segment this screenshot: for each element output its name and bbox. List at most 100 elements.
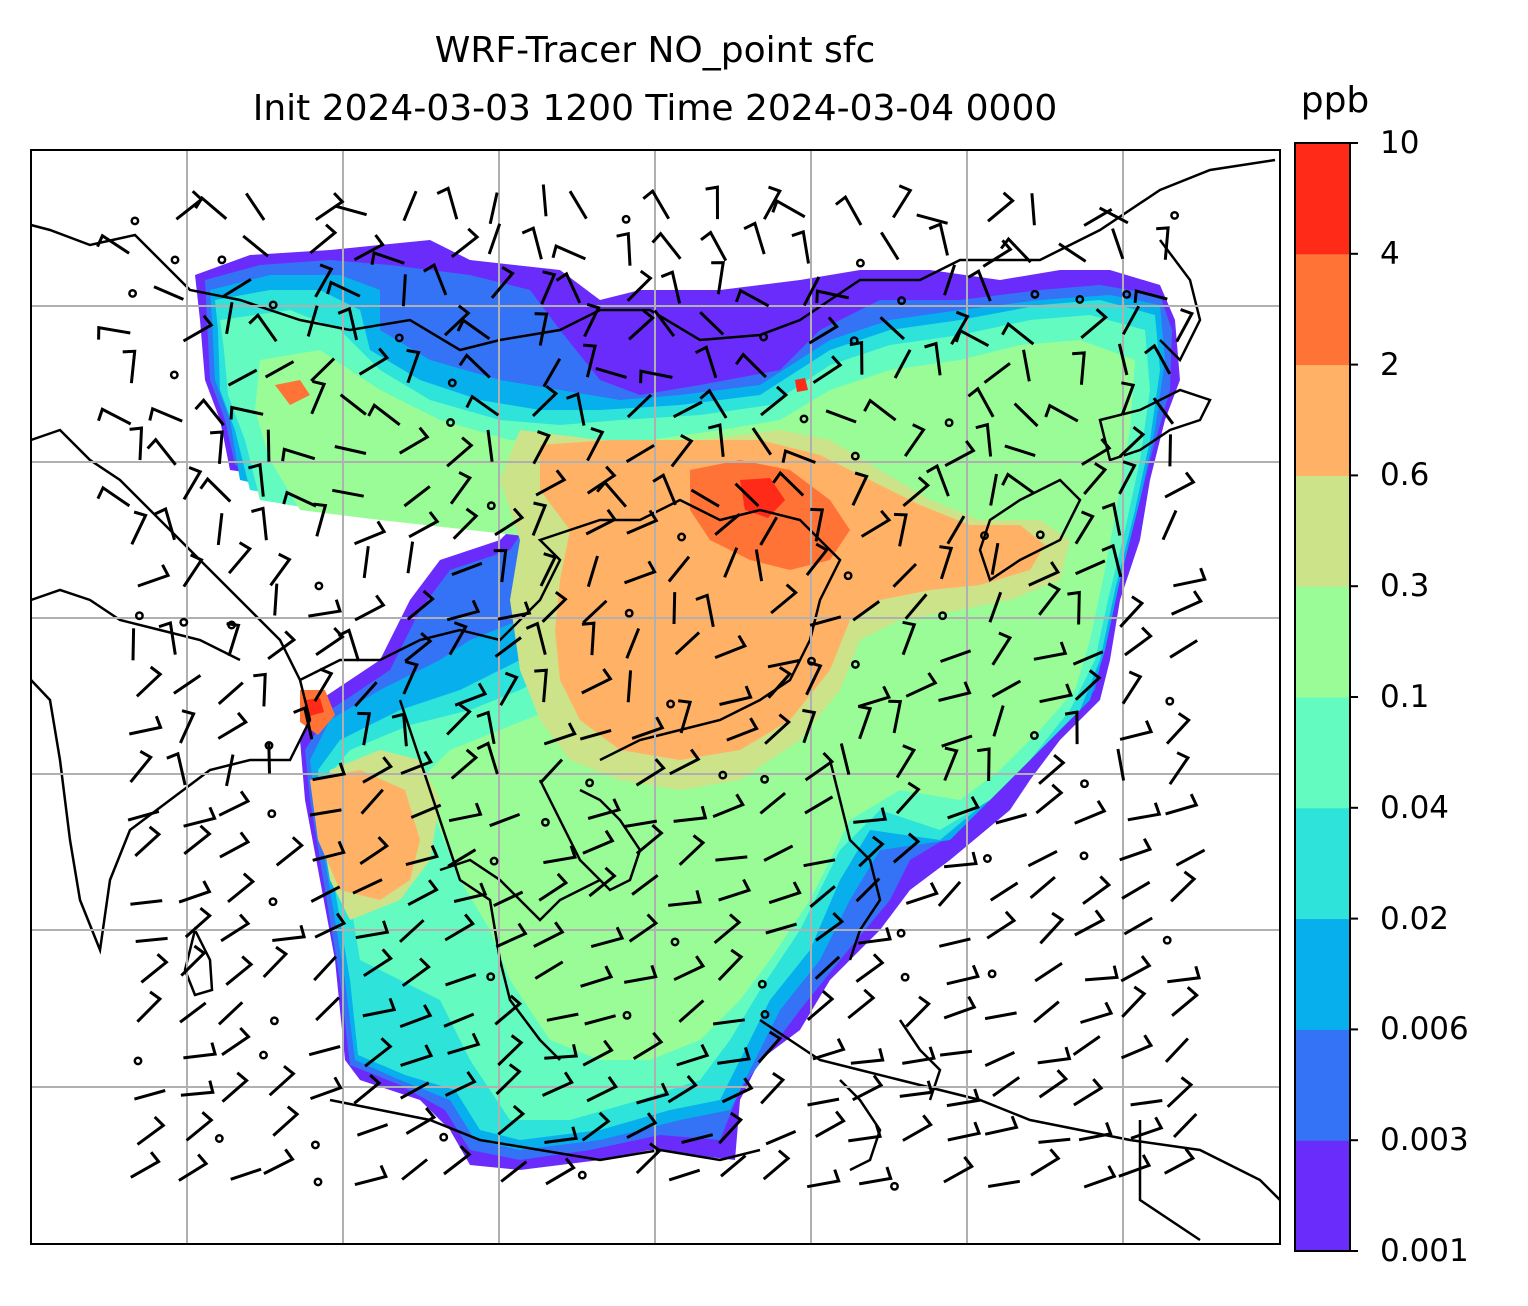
wind-barb bbox=[266, 429, 271, 462]
wind-barb bbox=[1072, 351, 1086, 385]
wind-barb bbox=[632, 1031, 664, 1060]
wind-barb bbox=[939, 545, 954, 580]
wind-barb bbox=[590, 926, 625, 949]
wind-barb bbox=[760, 1071, 786, 1105]
calm-wind-marker bbox=[944, 418, 954, 428]
wind-barb bbox=[539, 758, 564, 785]
wind-barb bbox=[989, 881, 1019, 902]
wind-barb bbox=[850, 1048, 885, 1065]
calm-wind-marker bbox=[179, 617, 189, 627]
wind-barb bbox=[565, 392, 586, 426]
wind-barb bbox=[992, 1076, 1021, 1098]
wind-barb bbox=[400, 750, 433, 775]
wind-barb bbox=[541, 1071, 574, 1097]
wind-barb bbox=[595, 366, 627, 379]
wind-barb bbox=[1037, 1046, 1072, 1065]
calm-wind-marker bbox=[900, 972, 910, 982]
wind-barb bbox=[406, 589, 435, 621]
wind-barb bbox=[1067, 590, 1081, 625]
wind-barb bbox=[489, 812, 521, 828]
wind-barb bbox=[539, 552, 558, 587]
chart-title-line2: Init 2024-03-03 1200 Time 2024-03-04 000… bbox=[252, 88, 1058, 129]
colorbar-segment bbox=[1295, 697, 1350, 809]
wind-barb bbox=[895, 781, 921, 815]
wind-barb bbox=[888, 699, 903, 734]
wind-barb bbox=[122, 349, 137, 384]
wind-barb bbox=[986, 910, 1017, 940]
wind-barb bbox=[568, 190, 588, 220]
wind-barb bbox=[802, 708, 817, 744]
colorbar-tick-label: 4 bbox=[1380, 235, 1400, 272]
wind-barb bbox=[227, 541, 253, 575]
colorbar-segment bbox=[1295, 143, 1350, 255]
wind-barb bbox=[717, 948, 744, 982]
wind-barb bbox=[306, 305, 319, 337]
wind-barb bbox=[148, 406, 183, 423]
wind-barb bbox=[847, 988, 876, 1020]
wind-barb bbox=[1044, 403, 1079, 423]
wind-barb bbox=[406, 348, 421, 384]
wind-barb bbox=[447, 848, 477, 868]
calm-wind-marker bbox=[310, 1140, 320, 1150]
wind-barb bbox=[1034, 962, 1063, 983]
calm-wind-marker bbox=[843, 571, 853, 581]
wind-barb bbox=[947, 795, 980, 820]
wind-barb bbox=[1084, 965, 1119, 982]
wind-barb bbox=[1143, 343, 1172, 375]
wind-barb bbox=[310, 885, 341, 903]
colorbar-tick-label: 0.1 bbox=[1380, 679, 1430, 715]
wind-barb bbox=[1120, 381, 1136, 416]
wind-barb bbox=[448, 621, 468, 656]
wind-barb bbox=[1074, 510, 1095, 545]
wind-barb bbox=[635, 1142, 662, 1175]
calm-wind-marker bbox=[1075, 294, 1085, 304]
wind-barb bbox=[521, 226, 543, 260]
wind-barb bbox=[1121, 305, 1141, 336]
wind-barb bbox=[751, 427, 773, 456]
wind-barb bbox=[699, 388, 728, 419]
wind-barb bbox=[892, 832, 921, 864]
wind-barb bbox=[950, 310, 970, 345]
wind-barb bbox=[1117, 343, 1129, 376]
wind-barb bbox=[310, 379, 327, 415]
chart-title-line1: WRF-Tracer NO_point sfc bbox=[434, 30, 876, 71]
wind-barb bbox=[712, 793, 745, 818]
wind-barb bbox=[452, 507, 479, 540]
wind-barb bbox=[626, 269, 653, 302]
wind-barb bbox=[718, 1111, 744, 1145]
wind-barb bbox=[1130, 1116, 1164, 1140]
wind-barb bbox=[581, 668, 613, 695]
wind-barb bbox=[267, 630, 297, 661]
wind-barb bbox=[140, 953, 169, 984]
wind-barb bbox=[1074, 559, 1106, 576]
wind-barb bbox=[943, 746, 959, 782]
wind-barb bbox=[354, 681, 378, 708]
calm-wind-marker bbox=[267, 809, 277, 819]
wind-barb bbox=[267, 741, 271, 774]
wind-barb bbox=[815, 912, 845, 942]
wind-barb bbox=[407, 879, 439, 907]
wind-barb bbox=[893, 512, 908, 547]
wind-barb bbox=[1001, 472, 1035, 495]
wind-barb bbox=[264, 360, 295, 379]
colorbar-segment bbox=[1295, 1029, 1350, 1141]
wind-barb bbox=[217, 681, 244, 706]
wind-barb bbox=[834, 194, 863, 226]
wind-barb bbox=[146, 437, 177, 466]
wind-barb bbox=[358, 347, 390, 376]
wind-barb bbox=[546, 1012, 579, 1022]
wind-barb bbox=[453, 882, 488, 903]
wind-barb bbox=[635, 758, 666, 787]
wind-barb bbox=[352, 878, 383, 895]
wind-barb bbox=[903, 423, 926, 457]
wind-barb bbox=[1001, 321, 1035, 346]
wind-barb bbox=[807, 1097, 840, 1107]
wind-barb bbox=[771, 198, 806, 219]
wind-barb bbox=[1169, 639, 1198, 659]
wind-barb bbox=[495, 1063, 522, 1096]
wind-barb bbox=[130, 899, 163, 906]
wind-barb bbox=[1080, 1001, 1114, 1024]
colorbar-segment bbox=[1295, 364, 1350, 476]
wind-barb bbox=[402, 660, 419, 695]
wind-barb bbox=[1081, 438, 1112, 466]
